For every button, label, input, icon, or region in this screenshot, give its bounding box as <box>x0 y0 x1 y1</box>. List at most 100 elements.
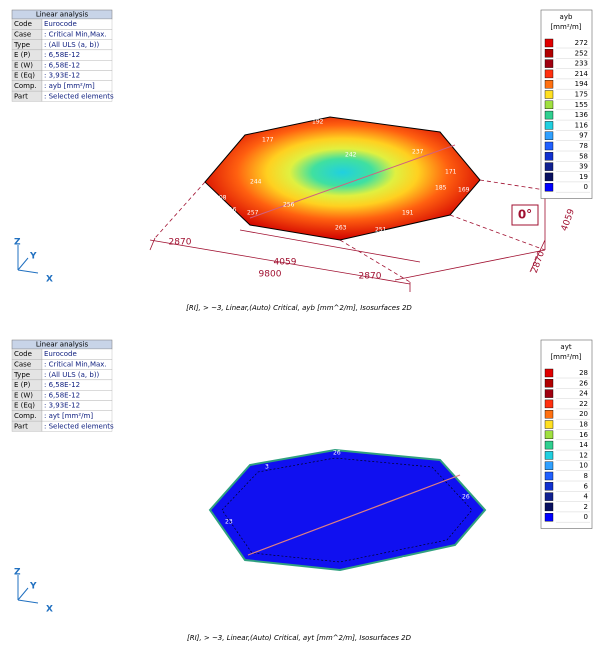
info-key: Part <box>14 92 28 100</box>
legend-value: 4 <box>584 493 589 501</box>
legend-swatch <box>544 59 554 68</box>
legend-value: 2 <box>584 503 588 511</box>
info-value: : 6,58E-12 <box>44 391 80 399</box>
contour-label: 26 <box>333 450 341 457</box>
contour-label: 171 <box>445 169 457 176</box>
legend-swatch <box>544 461 554 470</box>
plate-contour <box>208 448 487 572</box>
info-value: : Selected elements <box>44 422 114 430</box>
contour-label: 191 <box>402 210 414 217</box>
info-key: E (Eq) <box>14 402 35 410</box>
contour-label: 208 <box>215 195 227 202</box>
legend-unit: [mm²/m] <box>550 23 581 31</box>
legend-swatch <box>544 389 554 398</box>
info-value: : 3,93E-12 <box>44 402 80 410</box>
legend-value: 24 <box>579 390 588 398</box>
legend-value: 272 <box>575 39 588 47</box>
contour-label: 263 <box>335 225 347 232</box>
axis-icon <box>17 245 39 274</box>
info-value: : ayt [mm²/m] <box>44 412 93 420</box>
contour-label: 3 <box>265 464 269 471</box>
info-header: Linear analysis <box>36 11 89 19</box>
legend-swatch <box>544 141 554 151</box>
legend-swatch <box>544 440 554 450</box>
legend-swatch <box>544 492 554 501</box>
info-key: E (W) <box>14 391 33 399</box>
info-val-bg <box>41 90 113 102</box>
contour-label: 244 <box>250 179 262 186</box>
contour-label: 185 <box>435 185 447 192</box>
dimension-label: 4059 <box>560 207 577 232</box>
info-value: : 6,58E-12 <box>44 381 80 389</box>
info-value: : 6,58E-12 <box>44 51 80 59</box>
contour-label: 23 <box>402 557 410 564</box>
legend-value: 39 <box>579 163 588 171</box>
contour-label: 251 <box>375 227 387 234</box>
info-key: Case <box>14 361 31 369</box>
legend-swatch <box>544 172 554 182</box>
legend-value: 26 <box>579 379 588 387</box>
legend-value: 194 <box>575 80 589 88</box>
info-value: : Critical Min,Max. <box>44 361 107 369</box>
info-value: Eurocode <box>44 20 77 28</box>
contour-label: 169 <box>458 187 470 194</box>
legend-value: 14 <box>579 441 588 449</box>
contour-label: 182 <box>468 209 480 216</box>
contour-label: 237 <box>412 149 424 156</box>
legend-value: 18 <box>579 421 588 429</box>
legend-swatch <box>544 368 554 378</box>
contour-label: 177 <box>262 137 274 144</box>
plate-contour <box>204 116 481 241</box>
legend-swatch <box>544 131 554 140</box>
info-value: : Critical Min,Max. <box>44 31 107 39</box>
info-value: : ayb [mm²/m] <box>44 82 95 90</box>
info-key: E (W) <box>14 61 33 69</box>
legend-value: 78 <box>579 142 588 150</box>
caption: [RI], > ~3, Linear,(Auto) Critical, ayb … <box>186 304 412 312</box>
axis-icon <box>17 575 39 604</box>
legend-value: 10 <box>579 462 588 470</box>
legend-title: ayb <box>560 13 573 21</box>
legend-value: 136 <box>575 111 589 119</box>
legend-value: 0 <box>584 513 588 521</box>
legend-value: 22 <box>579 400 588 408</box>
legend-swatch <box>544 502 554 512</box>
info-key: Comp. <box>14 412 37 420</box>
axis-label: Z <box>14 238 21 248</box>
legend-swatch <box>544 90 554 99</box>
legend-value: 58 <box>579 152 588 160</box>
dimension-label: 2870 <box>169 238 192 248</box>
legend-value: 155 <box>575 101 588 109</box>
info-value: Eurocode <box>44 350 77 358</box>
dimension-lines <box>149 179 546 292</box>
info-header: Linear analysis <box>36 341 89 349</box>
contour-label: 192 <box>312 119 324 126</box>
legend-value: 19 <box>579 173 588 181</box>
legend-swatch <box>544 100 554 110</box>
legend-value: 252 <box>575 49 588 57</box>
legend-value: 8 <box>584 472 588 480</box>
legend-value: 0 <box>584 183 588 191</box>
legend-swatch <box>544 482 554 491</box>
legend-swatch <box>544 49 554 58</box>
legend-value: 116 <box>575 121 589 129</box>
legend-swatch <box>544 379 554 388</box>
info-val-bg <box>41 420 113 432</box>
info-key: Type <box>13 41 30 49</box>
legend-value: 20 <box>579 410 588 418</box>
contour-label: 256 <box>283 202 295 209</box>
angle-label: 0° <box>518 208 532 222</box>
legend-swatch <box>544 69 554 79</box>
diagonal <box>247 474 461 556</box>
legend-value: 175 <box>575 91 588 99</box>
info-key: E (Eq) <box>14 72 35 80</box>
info-key: E (P) <box>14 381 31 389</box>
contour-label: 26 <box>462 494 470 501</box>
info-key: Type <box>13 371 30 379</box>
legend-value: 214 <box>575 70 589 78</box>
legend-swatch <box>544 420 554 429</box>
info-key: Part <box>14 422 28 430</box>
